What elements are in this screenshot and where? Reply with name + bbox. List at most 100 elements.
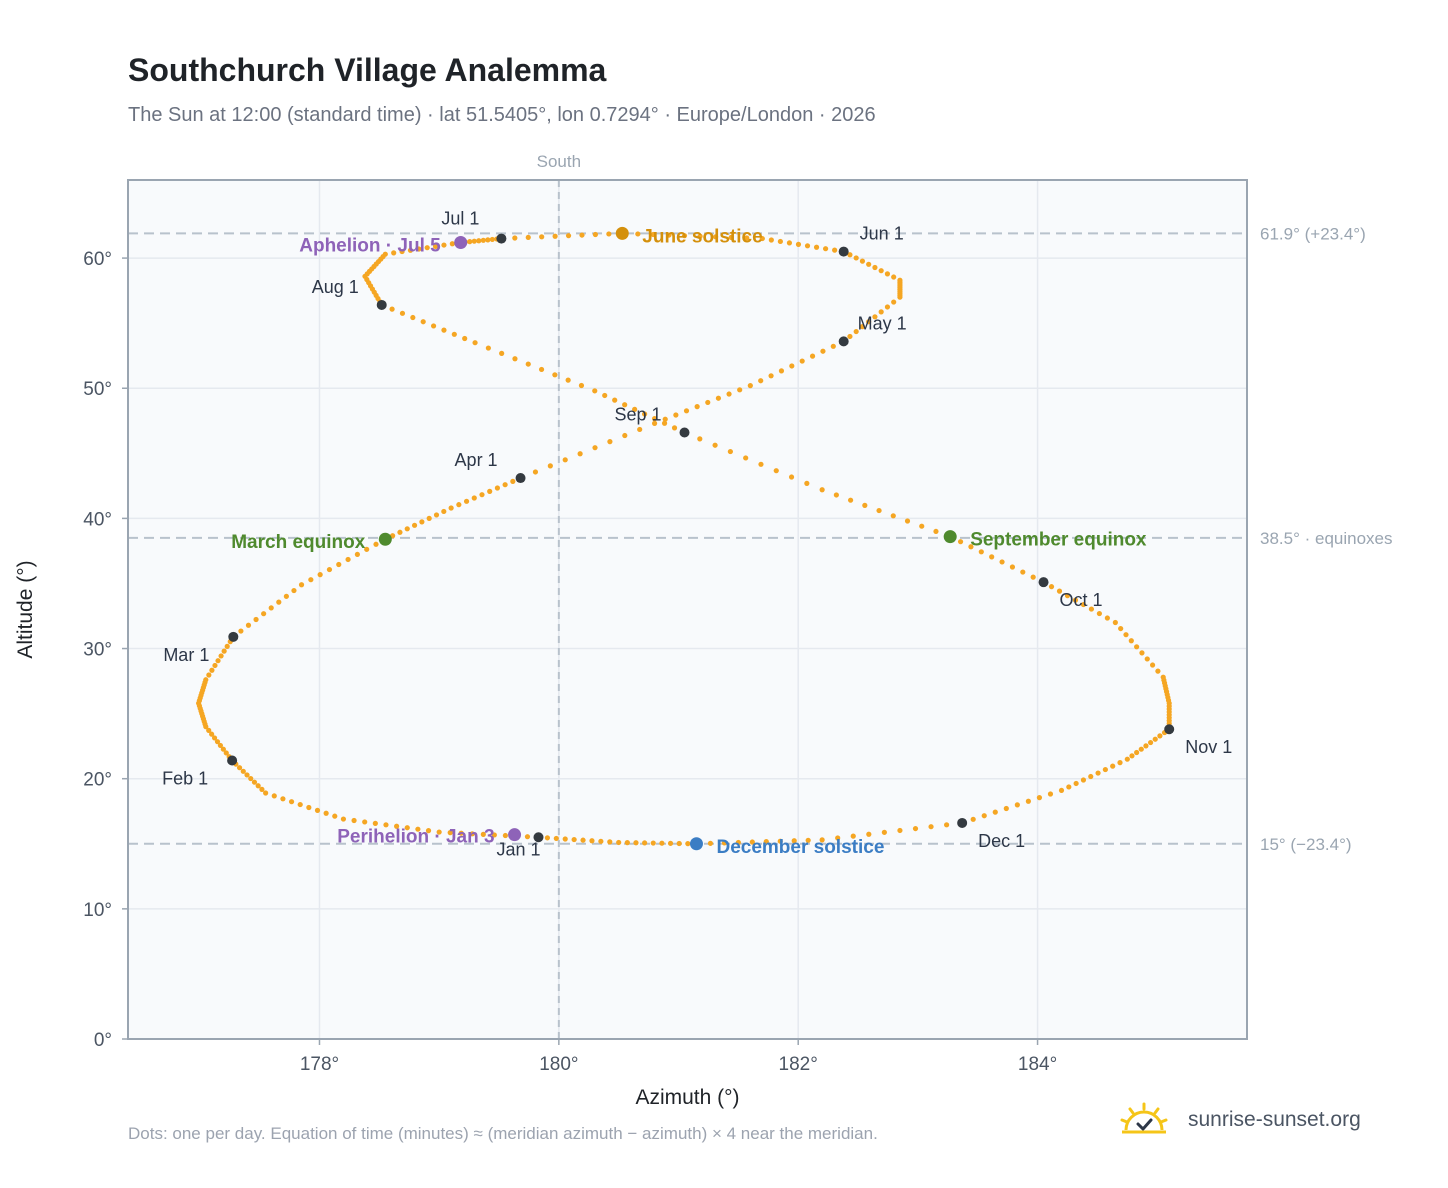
event-label: March equinox	[231, 532, 366, 553]
daily-sun-dot	[676, 840, 682, 847]
daily-sun-dot	[616, 839, 622, 846]
daily-sun-dot	[1048, 584, 1055, 590]
daily-sun-dot	[768, 373, 774, 379]
daily-sun-dot	[876, 507, 882, 514]
daily-sun-dot	[651, 420, 658, 426]
daily-sun-dot	[433, 512, 440, 518]
y-tick-label: 30°	[83, 640, 112, 661]
daily-sun-dot	[872, 264, 878, 271]
daily-sun-dot	[432, 243, 439, 249]
daily-sun-dot	[491, 832, 497, 838]
daily-sun-dot	[323, 810, 329, 816]
brand[interactable]: sunrise-sunset.org	[1120, 1102, 1361, 1138]
daily-sun-dot	[389, 306, 395, 312]
daily-sun-dot	[1144, 656, 1150, 662]
reference-line-label: 15° (−23.4°)	[1260, 835, 1352, 854]
daily-sun-dot	[804, 480, 810, 486]
daily-sun-dot	[1064, 593, 1071, 599]
daily-sun-dot	[1066, 784, 1072, 790]
daily-sun-dot	[622, 432, 628, 439]
daily-sun-dot	[268, 605, 274, 611]
daily-sun-dot	[833, 492, 839, 498]
daily-sun-dot	[489, 236, 495, 243]
daily-sun-dot	[407, 247, 414, 253]
daily-sun-dot	[992, 809, 998, 815]
daily-sun-dot	[463, 498, 470, 504]
x-tick-label: 182°	[779, 1054, 818, 1075]
daily-sun-dot	[451, 331, 457, 337]
y-tick-label: 10°	[83, 900, 112, 921]
daily-sun-dot	[436, 829, 442, 835]
daily-sun-dot	[744, 235, 750, 241]
daily-sun-dot	[1047, 791, 1054, 797]
daily-sun-dot	[758, 461, 764, 467]
daily-sun-dot	[759, 235, 765, 242]
daily-sun-dot	[850, 833, 856, 839]
daily-sun-dot	[1014, 802, 1020, 808]
daily-sun-dot	[244, 772, 250, 778]
daily-sun-dot	[212, 662, 218, 669]
daily-sun-dot	[795, 241, 802, 247]
daily-sun-dot	[532, 469, 539, 475]
daily-sun-dot	[291, 587, 297, 594]
daily-sun-dot	[592, 231, 599, 238]
daily-sun-dot	[667, 840, 674, 846]
daily-sun-dot	[251, 779, 258, 785]
daily-sun-dot	[502, 832, 508, 839]
daily-sun-dot	[525, 361, 531, 367]
daily-sun-dot	[1117, 760, 1123, 766]
daily-sun-dot	[777, 838, 783, 844]
daily-sun-dot	[253, 616, 259, 623]
month-marker-label: Feb 1	[162, 768, 208, 788]
daily-sun-dot	[424, 245, 430, 251]
daily-sun-dot	[525, 234, 531, 241]
event-dot	[615, 226, 629, 240]
month-marker-dot	[515, 473, 526, 484]
daily-sun-dot	[326, 566, 333, 573]
daily-sun-dot	[853, 255, 859, 261]
daily-sun-dot	[510, 478, 516, 484]
daily-sun-dot	[904, 518, 911, 524]
page-title: Southchurch Village Analemma	[128, 52, 607, 88]
event-label: December solstice	[716, 837, 884, 858]
month-marker-dot	[376, 299, 387, 310]
daily-sun-dot	[743, 455, 749, 461]
daily-sun-dot	[487, 488, 493, 494]
event-dot	[943, 530, 957, 544]
daily-sun-dot	[659, 840, 665, 846]
daily-sun-dot	[449, 241, 455, 247]
daily-sun-dot	[1080, 777, 1087, 783]
daily-sun-dot	[830, 343, 836, 349]
daily-sun-dot	[485, 345, 491, 351]
daily-sun-dot	[859, 324, 866, 330]
daily-sun-dot	[1056, 588, 1063, 594]
daily-sun-dot	[214, 739, 221, 745]
event-dot	[378, 532, 392, 546]
footnote: Dots: one per day. Equation of time (min…	[128, 1124, 878, 1143]
daily-sun-dot	[884, 271, 891, 277]
daily-sun-dot	[494, 485, 501, 491]
daily-sun-dot	[364, 546, 370, 552]
daily-sun-dot	[317, 572, 323, 578]
axes: 178° 180° 182° 184° 0° 10° 20° 30° 40° 50° 60° Azim…	[14, 249, 1057, 1109]
daily-sun-dot	[598, 838, 604, 844]
daily-sun-dot	[1134, 749, 1140, 756]
daily-sun-dot	[919, 523, 925, 529]
daily-sun-dot	[866, 319, 872, 325]
daily-sun-dot	[768, 237, 774, 243]
daily-sun-dot	[480, 237, 486, 243]
daily-sun-dot	[1138, 746, 1144, 752]
daily-sun-dot	[456, 502, 462, 508]
daily-sun-dot	[822, 246, 829, 252]
daily-sun-dot	[712, 442, 718, 448]
daily-sun-dot	[957, 539, 964, 545]
daily-sun-dot	[404, 825, 410, 831]
daily-sun-dot	[1095, 770, 1101, 776]
daily-sun-dot	[705, 399, 711, 406]
daily-sun-dot	[592, 445, 598, 451]
daily-sun-dot	[373, 541, 379, 547]
daily-sun-dot	[306, 804, 312, 811]
daily-sun-dot	[580, 837, 586, 843]
daily-sun-dot	[685, 841, 691, 847]
